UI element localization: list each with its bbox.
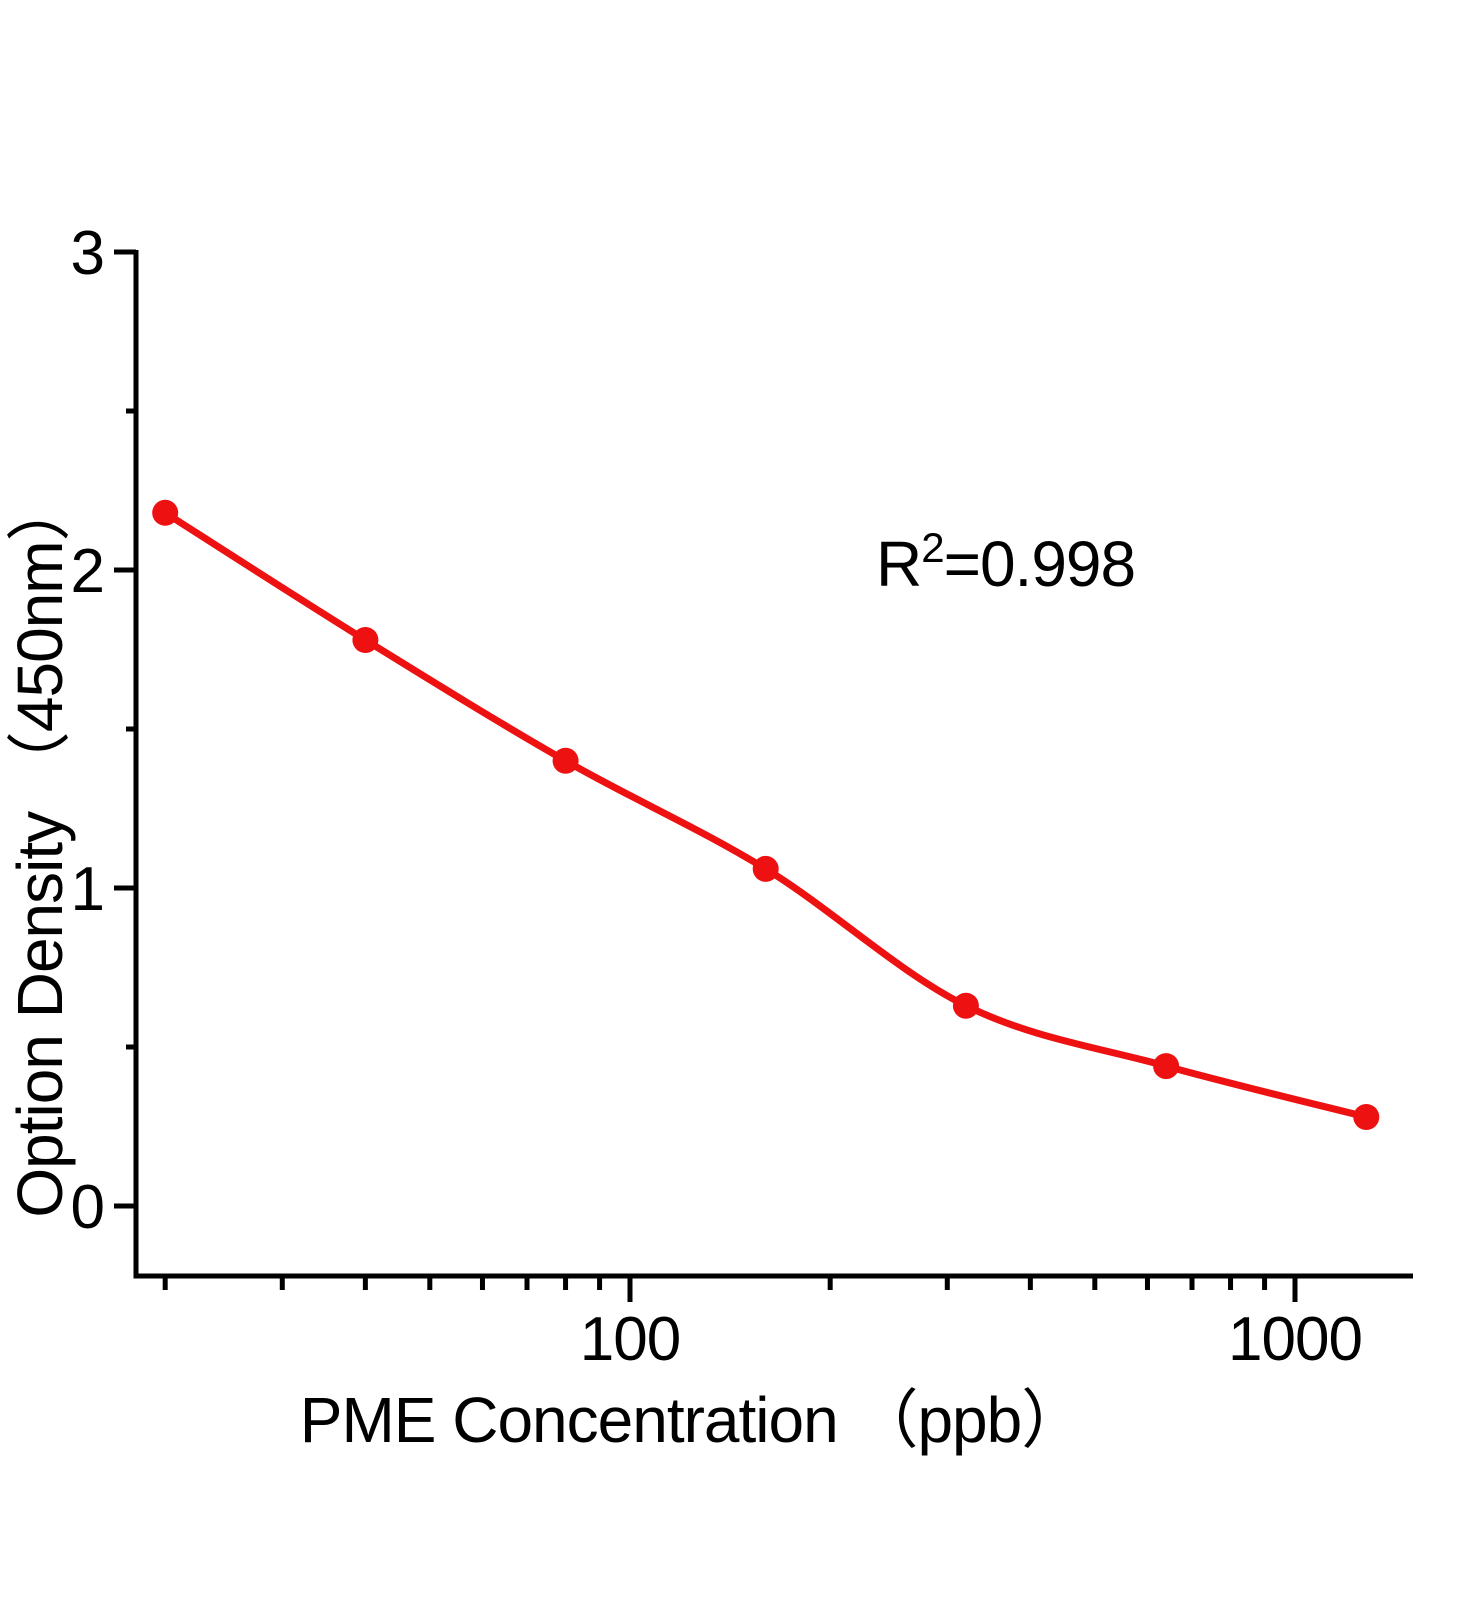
plot-area [152, 499, 1380, 1130]
x-tick-label-1000: 1000 [1228, 1305, 1362, 1374]
axes [133, 250, 1413, 1279]
r-squared-value: =0.998 [944, 528, 1136, 600]
r-squared-base: R [876, 528, 921, 600]
y-tick-label-2: 2 [71, 537, 104, 606]
y-tick-label-0: 0 [71, 1173, 104, 1242]
y-axis-title: Option Density （450nm） [4, 478, 76, 1217]
r-squared-annotation: R2=0.998 [876, 524, 1135, 600]
data-point [952, 992, 979, 1019]
axis-ticks [114, 249, 1298, 1302]
r-squared-superscript: 2 [921, 524, 943, 571]
data-point [752, 855, 779, 882]
data-point [152, 499, 179, 526]
y-tick-label-1: 1 [71, 855, 104, 924]
x-axis-title: PME Concentration （ppb） [300, 1384, 1085, 1456]
data-point [1153, 1053, 1180, 1080]
x-tick-label-100: 100 [580, 1305, 680, 1374]
y-tick-label-3: 3 [71, 219, 104, 288]
data-point [1353, 1104, 1380, 1130]
tick-labels: 3 2 1 0 100 1000 [71, 219, 1363, 1374]
data-point [552, 747, 579, 774]
data-point [352, 627, 379, 653]
fit-curve [161, 509, 1370, 1121]
